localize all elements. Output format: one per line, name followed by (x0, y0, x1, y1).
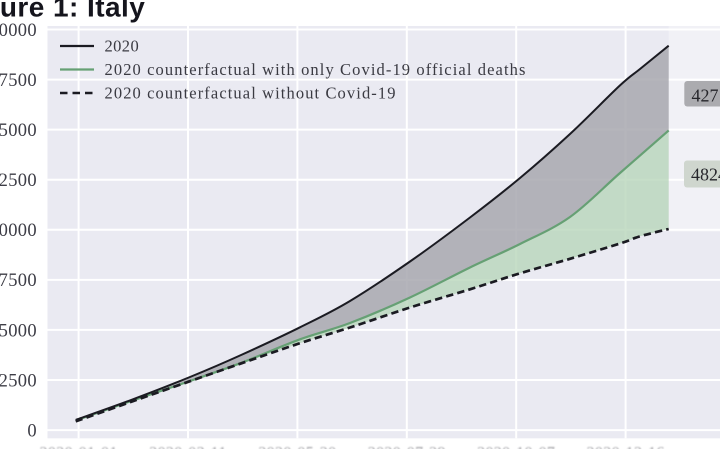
svg-text:2020-05-20: 2020-05-20 (258, 445, 336, 449)
svg-text:2020-01-01: 2020-01-01 (40, 445, 118, 449)
svg-text:4271: 4271 (692, 85, 720, 105)
svg-text:2020-03-11: 2020-03-11 (149, 445, 227, 449)
svg-text:2020-10-07: 2020-10-07 (477, 445, 555, 449)
svg-text:12500: 12500 (0, 171, 37, 191)
svg-text:15000: 15000 (0, 121, 37, 141)
svg-text:20000: 20000 (0, 21, 37, 41)
svg-text:2020: 2020 (105, 37, 140, 56)
svg-text:4824: 4824 (691, 165, 720, 185)
svg-text:10000: 10000 (0, 221, 37, 241)
svg-text:2020 counterfactual with only: 2020 counterfactual with only Covid-19 o… (105, 60, 527, 79)
svg-text:2020-07-29: 2020-07-29 (368, 445, 446, 449)
svg-text:17500: 17500 (0, 71, 37, 91)
svg-text:2500: 2500 (0, 371, 37, 391)
svg-text:2020-12-16: 2020-12-16 (587, 445, 665, 449)
svg-text:Figure 1: Italy: Figure 1: Italy (0, 0, 145, 23)
svg-text:5000: 5000 (0, 321, 37, 341)
svg-text:2020 counterfactual without Co: 2020 counterfactual without Covid-19 (105, 84, 397, 103)
svg-text:0: 0 (27, 422, 37, 442)
svg-text:7500: 7500 (0, 271, 37, 291)
